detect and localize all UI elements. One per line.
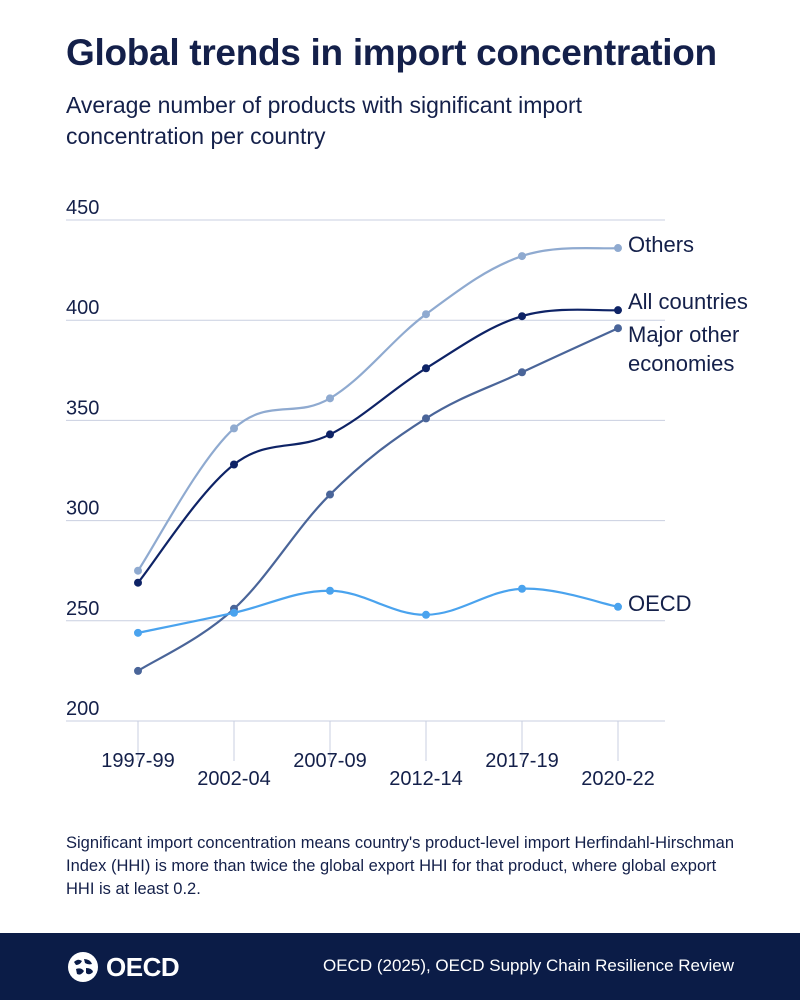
series-label-all-countries: All countries [628, 289, 748, 314]
data-point-major-other-economies [134, 666, 142, 675]
data-point-major-other-economies [326, 490, 334, 499]
x-tick-label: 2002-04 [197, 768, 270, 790]
x-tick-label: 2007-09 [293, 750, 366, 772]
footer: OECD OECD (2025), OECD Supply Chain Resi… [0, 933, 800, 1000]
x-tick-label: 2020-22 [581, 768, 654, 790]
series-line-all-countries [137, 308, 619, 584]
data-point-all-countries [518, 312, 526, 321]
data-point-major-other-economies [518, 368, 526, 377]
series-label-major-other-economies: Major other [628, 322, 739, 347]
chart-title: Global trends in import concentration [66, 32, 717, 73]
footnote: Significant import concentration means c… [66, 834, 735, 898]
y-tick-label: 300 [66, 498, 99, 520]
data-point-oecd [134, 628, 142, 637]
line-chart: 200 250 300 350 400 450 1997-99 2002-04 2007-09… [66, 197, 748, 790]
y-tick-label: 200 [66, 698, 99, 720]
x-tick-label: 2017-19 [485, 750, 558, 772]
data-point-all-countries [230, 460, 238, 469]
data-point-major-other-economies [422, 414, 430, 423]
data-point-others [326, 394, 334, 403]
data-point-oecd [230, 608, 238, 617]
chart-subtitle: Average number of products with signific… [66, 92, 583, 149]
series-label-oecd: OECD [628, 591, 692, 616]
logo-text: OECD [106, 951, 180, 982]
data-point-oecd [614, 602, 622, 611]
source-citation: OECD (2025), OECD Supply Chain Resilienc… [323, 956, 734, 975]
series-line-others [137, 246, 619, 572]
data-point-others [614, 244, 622, 253]
series-label-others: Others [628, 232, 694, 257]
data-point-others [134, 566, 142, 575]
y-tick-label: 400 [66, 297, 99, 319]
x-tick-label: 1997-99 [101, 750, 174, 772]
data-point-all-countries [422, 364, 430, 373]
data-point-oecd [326, 586, 334, 595]
data-point-others [230, 424, 238, 433]
series-label-major-other-economies: economies [628, 351, 734, 376]
oecd-globe-icon [68, 952, 98, 982]
series-line-major-other-economies [137, 327, 619, 672]
data-point-all-countries [134, 578, 142, 587]
y-tick-label: 250 [66, 598, 99, 620]
data-point-all-countries [326, 430, 334, 439]
data-point-all-countries [614, 306, 622, 315]
oecd-logo[interactable]: OECD [66, 950, 180, 984]
data-point-oecd [422, 610, 430, 619]
data-point-major-other-economies [614, 324, 622, 333]
y-tick-label: 350 [66, 397, 99, 419]
data-point-others [422, 310, 430, 319]
data-point-oecd [518, 584, 526, 593]
data-point-others [518, 252, 526, 261]
series-line-oecd [137, 587, 619, 634]
y-tick-label: 450 [66, 197, 99, 219]
x-tick-label: 2012-14 [389, 768, 462, 790]
